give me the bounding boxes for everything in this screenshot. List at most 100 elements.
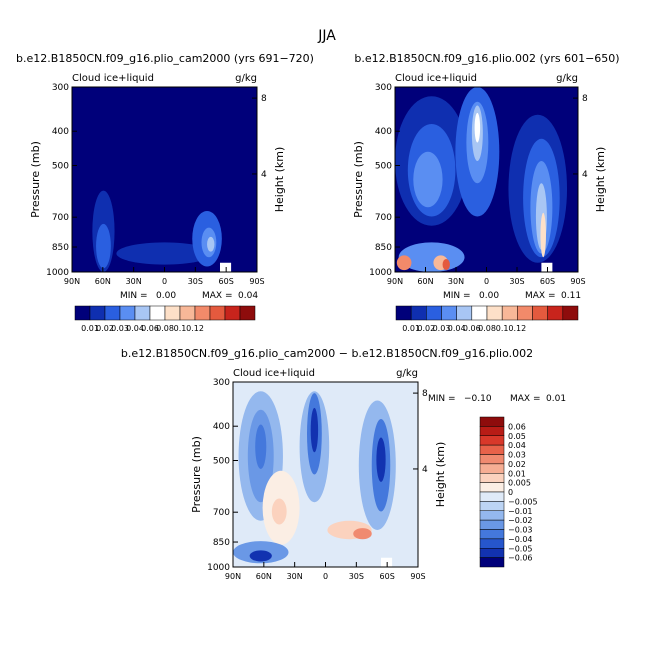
missing-data-patch xyxy=(220,262,232,272)
x-tick-label: 0 xyxy=(162,277,167,286)
x-tick-label: 90N xyxy=(64,277,80,286)
y-tick-label: 300 xyxy=(375,83,392,93)
x-tick-label: 30S xyxy=(188,277,203,286)
panel-units: g/kg xyxy=(556,73,578,84)
colorbar-swatch xyxy=(479,416,505,427)
y-axis-right-label: Height (km) xyxy=(594,147,607,213)
min-value: 0.00 xyxy=(156,291,176,301)
y-tick-label: 1000 xyxy=(369,268,392,278)
colorbar-label: 0.01 xyxy=(402,324,420,333)
y-tick-label: 500 xyxy=(213,456,230,466)
colorbar-label: 0.03 xyxy=(111,324,129,333)
colorbar-label: 0.02 xyxy=(96,324,114,333)
colorbar-swatch xyxy=(501,305,518,321)
colorbar-swatch xyxy=(209,305,226,321)
colorbar-swatch xyxy=(441,305,457,321)
min-label: MIN = xyxy=(428,394,456,404)
panel-1: b.e12.B1850CN.f09_g16.plio_cam2000 (yrs … xyxy=(16,52,314,333)
colorbar-swatch xyxy=(74,305,91,321)
cloud-blob xyxy=(249,550,272,562)
min-value: −0.10 xyxy=(464,394,492,404)
x-tick-label: 30N xyxy=(126,277,142,286)
min-label: MIN = xyxy=(443,291,471,301)
cloud-blob xyxy=(474,112,481,143)
y-axis-label: Pressure (mb) xyxy=(190,436,203,513)
colorbar-swatch xyxy=(479,444,505,455)
colorbar-swatch xyxy=(426,305,442,321)
colorbar-label: 0.04 xyxy=(448,324,466,333)
max-label: MAX = xyxy=(525,291,556,301)
colorbar-label: 0.08 xyxy=(156,324,174,333)
y-tick-label: 400 xyxy=(375,127,392,137)
colorbar-swatch xyxy=(479,538,505,549)
x-tick-label: 30N xyxy=(448,277,464,286)
colorbar-label: −0.01 xyxy=(508,507,533,516)
panel-subtitle: Cloud ice+liquid xyxy=(233,368,315,379)
colorbar-swatch xyxy=(224,305,241,321)
colorbar-swatch xyxy=(532,305,548,321)
cloud-blob xyxy=(96,223,111,269)
colorbar-swatch xyxy=(517,305,533,321)
colorbar-label: 0 xyxy=(508,488,513,497)
colorbar-swatch xyxy=(479,519,505,530)
cloud-blob xyxy=(255,424,267,469)
colorbar: 0.060.050.040.030.020.010.0050−0.005−0.0… xyxy=(479,416,538,568)
colorbar-label: 0.01 xyxy=(81,324,99,333)
colorbar-swatch xyxy=(479,463,505,474)
max-label: MAX = xyxy=(202,291,233,301)
colorbar-swatch xyxy=(134,305,151,321)
colorbar-label: −0.02 xyxy=(508,516,533,525)
panel-title: b.e12.B1850CN.f09_g16.plio_cam2000 − b.e… xyxy=(121,347,533,360)
max-label: MAX = xyxy=(510,394,541,404)
cloud-blob xyxy=(376,437,386,482)
cloud-blob xyxy=(271,498,287,525)
x-tick-label: 60S xyxy=(219,277,234,286)
y-axis-right-label: Height (km) xyxy=(434,442,447,508)
y-tick-label: 1000 xyxy=(207,563,230,573)
colorbar-swatch xyxy=(479,482,505,493)
colorbar-swatch xyxy=(164,305,181,321)
y-axis-right-label: Height (km) xyxy=(273,147,286,213)
colorbar-label: 0.06 xyxy=(508,422,526,431)
colorbar-swatch xyxy=(395,305,412,321)
colorbar-label: 0.06 xyxy=(463,324,481,333)
height-tick-label: 4 xyxy=(422,465,428,475)
colorbar-swatch xyxy=(547,305,564,321)
colorbar-label: 0.06 xyxy=(141,324,159,333)
x-tick-label: 0 xyxy=(323,572,328,581)
x-tick-label: 90N xyxy=(225,572,241,581)
y-tick-label: 300 xyxy=(52,83,69,93)
colorbar-swatch xyxy=(479,529,505,540)
x-tick-label: 60N xyxy=(95,277,111,286)
colorbar-label: 0.12 xyxy=(186,324,204,333)
y-tick-label: 850 xyxy=(52,243,69,253)
cloud-blob xyxy=(116,242,213,265)
y-tick-label: 850 xyxy=(375,243,392,253)
contour-field xyxy=(233,382,418,567)
colorbar-label: 0.005 xyxy=(508,479,531,488)
colorbar-label: −0.05 xyxy=(508,544,533,553)
max-value: 0.01 xyxy=(546,394,566,404)
colorbar-label: 0.03 xyxy=(508,451,526,460)
colorbar-swatch xyxy=(89,305,106,321)
y-axis-label: Pressure (mb) xyxy=(29,141,42,218)
colorbar-label: 0.08 xyxy=(478,324,496,333)
colorbar-swatch xyxy=(149,305,166,321)
cloud-blob xyxy=(540,212,546,258)
cloud-blob xyxy=(413,151,443,208)
contour-field xyxy=(72,87,257,272)
colorbar-label: 0.02 xyxy=(508,460,526,469)
x-tick-label: 60S xyxy=(380,572,395,581)
x-tick-label: 90S xyxy=(249,277,264,286)
x-tick-label: 60N xyxy=(256,572,272,581)
height-tick-label: 8 xyxy=(582,94,588,104)
y-axis-label: Pressure (mb) xyxy=(352,141,365,218)
colorbar-swatch xyxy=(479,548,505,558)
colorbar-label: 0.04 xyxy=(508,441,526,450)
y-tick-label: 400 xyxy=(213,422,230,432)
colorbar-label: 0.03 xyxy=(433,324,451,333)
cloud-blob xyxy=(396,255,412,271)
panel-title: b.e12.B1850CN.f09_g16.plio_cam2000 (yrs … xyxy=(16,52,314,65)
min-value: 0.00 xyxy=(479,291,499,301)
